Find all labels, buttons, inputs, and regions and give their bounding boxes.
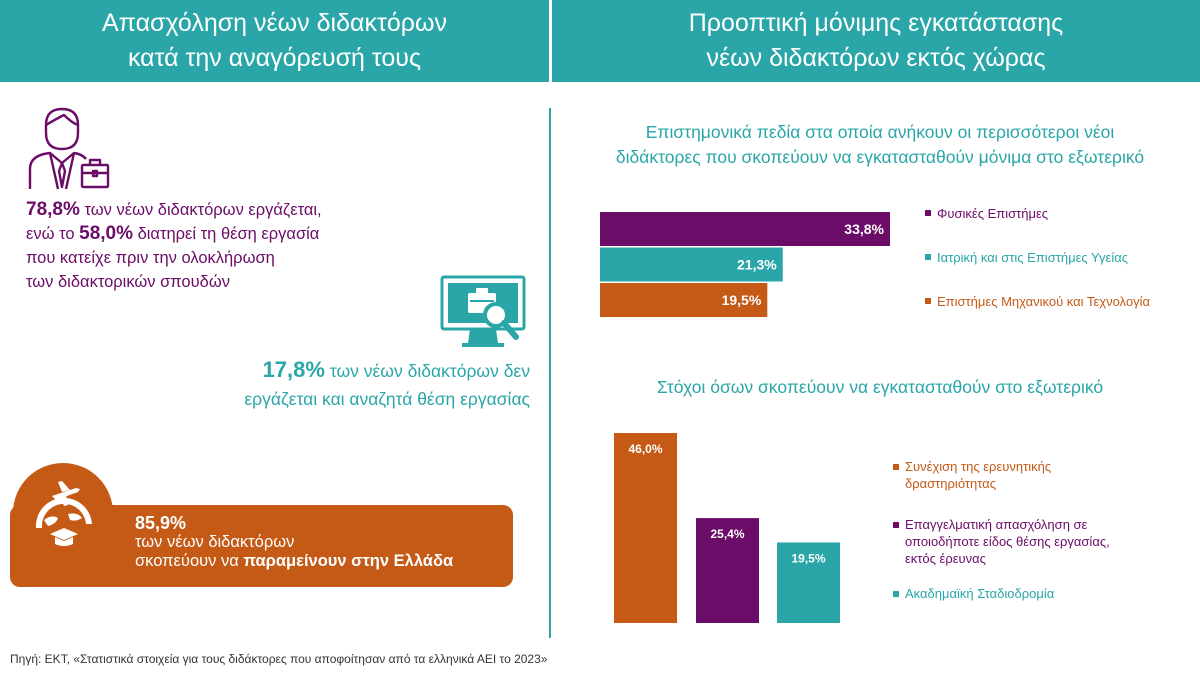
field-legend-item-2: Ιατρική και στις Επιστήμες Υγείας [925, 249, 1150, 265]
fields-chart-title: Επιστημονικά πεδία στα οποία ανήκουν οι … [575, 120, 1185, 170]
employed-line-3: που κατείχε πριν την ολοκλήρωση [26, 249, 275, 267]
goal-legend-label-2-line-1: Επαγγελματική απασχόληση σε [905, 517, 1088, 532]
goal-bar-label-2: 25,4% [710, 527, 744, 541]
goal-legend-label-1-line-1: Συνέχιση της ερευνητικής [905, 459, 1052, 474]
goals-legend: Συνέχιση της ερευνητικής δραστηριότητας Επ… [893, 458, 1143, 602]
field-legend-swatch-1 [925, 210, 931, 216]
stat-stay-text: 85,9% των νέων διδακτόρων σκοπεύουν να π… [135, 514, 505, 571]
field-bar-1 [600, 212, 890, 246]
field-legend-label-1: Φυσικές Επιστήμες [937, 205, 1049, 221]
header-right-line-1: Προοπτική μόνιμης εγκατάστασης [688, 9, 1064, 37]
monitor-search-briefcase-icon [440, 275, 526, 347]
field-legend-label-2: Ιατρική και στις Επιστήμες Υγείας [937, 249, 1129, 265]
goal-legend-swatch-2 [893, 522, 899, 528]
stat-seeking-text: 17,8% των νέων διδακτόρων δεν εργάζεται … [200, 356, 530, 413]
goal-bar-label-1: 46,0% [628, 442, 662, 456]
businessman-briefcase-icon [28, 107, 110, 190]
field-bar-3 [600, 283, 768, 317]
stay-line-2: των νέων διδακτόρων [135, 533, 295, 551]
header-relocation: Προοπτική μόνιμης εγκατάστασης νέων διδα… [552, 0, 1200, 82]
goal-legend-label-1: Συνέχιση της ερευνητικής δραστηριότητας [905, 458, 1051, 492]
field-legend-swatch-3 [925, 298, 931, 304]
field-legend-swatch-2 [925, 254, 931, 260]
field-legend-label-3: Επιστήμες Μηχανικού και Τεχνολογία [937, 293, 1150, 309]
field-legend-item-3: Επιστήμες Μηχανικού και Τεχνολογία [925, 293, 1150, 309]
fields-bar-chart: 33,8% 21,3% 19,5% [600, 212, 890, 317]
goal-bar-2 [696, 518, 759, 623]
field-legend-item-1: Φυσικές Επιστήμες [925, 205, 1150, 221]
stay-pct: 85,9% [135, 513, 187, 533]
seeking-line-2: εργάζεται και αναζητά θέση εργασίας [244, 389, 530, 409]
goals-column-chart: 46,0% 25,4% 19,5% [614, 433, 840, 623]
stay-line-3-bold: παραμείνουν στην Ελλάδα [243, 552, 454, 570]
seeking-line-1: των νέων διδακτόρων δεν [324, 361, 530, 381]
stay-icon-circle [13, 463, 113, 563]
fields-legend: Φυσικές Επιστήμες Ιατρική και στις Επιστή… [925, 206, 1150, 338]
retained-job-pct: 58,0% [79, 223, 133, 244]
goal-legend-item-2: Επαγγελματική απασχόληση σε οποιοδήποτε ε… [893, 516, 1143, 567]
goal-legend-label-3: Ακαδημαϊκή Σταδιοδρομία [905, 585, 1054, 602]
field-bar-label-2: 21,3% [737, 257, 777, 273]
goal-legend-label-2-line-3: εκτός έρευνας [905, 551, 986, 566]
goal-legend-label-1-line-2: δραστηριότητας [905, 476, 996, 491]
fields-chart-title-line-2: διδάκτορες που σκοπεύουν να εγκατασταθού… [615, 147, 1145, 167]
goal-bar-1 [614, 433, 677, 623]
header-left-line-1: Απασχόληση νέων διδακτόρων [102, 9, 447, 37]
source-note: Πηγή: ΕΚΤ, «Στατιστικά στοιχεία για τους… [10, 652, 548, 666]
column-divider [549, 108, 551, 638]
employed-line-1: των νέων διδακτόρων εργάζεται, [79, 201, 322, 219]
goal-legend-swatch-3 [893, 591, 899, 597]
goal-bar-label-3: 19,5% [791, 551, 825, 565]
field-bar-label-1: 33,8% [844, 221, 884, 237]
employed-pct: 78,8% [26, 199, 80, 220]
field-bar-2 [600, 247, 783, 282]
field-bar-label-3: 19,5% [722, 292, 762, 308]
employed-line-2: διατηρεί τη θέση εργασία [133, 225, 320, 243]
header-left-line-2: κατά την αναγόρευσή τους [127, 44, 422, 72]
seeking-pct: 17,8% [262, 357, 325, 382]
header-employment: Απασχόληση νέων διδακτόρων κατά την αναγ… [0, 0, 549, 82]
header-right-line-2: νέων διδακτόρων εκτός χώρας [706, 44, 1046, 72]
goal-legend-label-3-line-1: Ακαδημαϊκή Σταδιοδρομία [905, 586, 1055, 601]
goal-legend-swatch-1 [893, 464, 899, 470]
fields-chart-title-line-1: Επιστημονικά πεδία στα οποία ανήκουν οι … [645, 122, 1115, 142]
goal-bar-3 [777, 542, 840, 623]
goals-chart-title: Στόχοι όσων σκοπεύουν να εγκατασταθούν σ… [656, 377, 1104, 397]
plane-globe-graduation-cap-icon [35, 481, 92, 546]
stat-employed-text: 78,8% των νέων διδακτόρων εργάζεται, ενώ… [26, 198, 386, 294]
goal-legend-item-1: Συνέχιση της ερευνητικής δραστηριότητας [893, 458, 1143, 492]
employed-line-4: των διδακτορικών σπουδών [26, 273, 230, 291]
goal-legend-label-2: Επαγγελματική απασχόληση σε οποιοδήποτε ε… [905, 516, 1110, 567]
goal-legend-label-2-line-2: οποιοδήποτε είδος θέσης εργασίας, [905, 534, 1110, 549]
employed-line-2-pre: ενώ το [26, 225, 80, 243]
stay-line-3-pre: σκοπεύουν να [135, 552, 244, 570]
goal-legend-item-3: Ακαδημαϊκή Σταδιοδρομία [893, 585, 1143, 602]
